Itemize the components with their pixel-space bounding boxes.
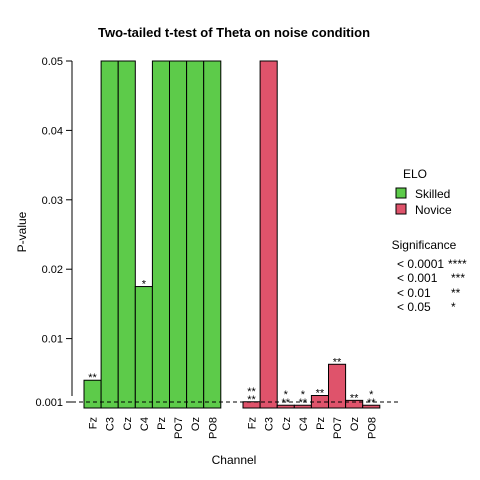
bar-skilled-c3 [100, 60, 119, 409]
x-tick-novice-fz: Fz [247, 417, 259, 429]
legend-title: ELO [403, 167, 427, 181]
star-label-novice-c4-0: * [301, 389, 306, 401]
y-tick-0-04: 0.04 [42, 125, 63, 137]
star-label-novice-po7: ** [333, 356, 342, 368]
bar-novice-c3 [259, 60, 278, 409]
bar-skilled-po7 [169, 60, 188, 409]
star-label-novice-fz-1: ** [247, 394, 256, 406]
y-tick-0-02: 0.02 [42, 264, 63, 276]
star-label-skilled-c4: * [142, 279, 147, 291]
legend-swatch-skilled [395, 187, 407, 199]
sig-stars-2: *** [451, 271, 465, 285]
star-label-novice-oz: ** [350, 392, 359, 404]
sig-stars-4: * [451, 300, 456, 314]
star-label-novice-fz-0: ** [247, 386, 256, 398]
star-label-skilled-fz: ** [88, 372, 97, 384]
bar-novice-po7 [328, 363, 347, 409]
significance-title: Significance [392, 238, 457, 252]
y-axis-label: P-value [15, 211, 29, 252]
x-tick-skilled-fz: Fz [88, 417, 100, 429]
y-tick-0-001: 0.001 [35, 397, 63, 409]
bar-novice-po8 [362, 404, 381, 409]
y-tick-0-01: 0.01 [42, 334, 63, 346]
x-tick-skilled-oz: Oz [190, 417, 202, 431]
x-tick-novice-oz: Oz [349, 417, 361, 431]
sig-threshold-1: < 0.0001 [397, 257, 444, 271]
legend: ELO Skilled Novice [395, 167, 452, 217]
star-label-novice-po8-1: ** [367, 397, 376, 409]
x-tick-novice-po7: PO7 [332, 417, 344, 439]
sig-stars-1: **** [448, 257, 467, 271]
legend-label-novice: Novice [415, 203, 452, 217]
star-label-novice-c4-1: ** [299, 397, 308, 409]
x-tick-novice-c3: C3 [264, 417, 276, 431]
x-tick-novice-c4: C4 [298, 417, 310, 431]
sig-threshold-4: < 0.05 [397, 300, 431, 314]
x-tick-skilled-cz: Cz [122, 417, 134, 430]
x-tick-skilled-c3: C3 [105, 417, 117, 431]
y-axis: 0.001 0.01 0.02 0.03 0.04 0.05 [35, 56, 73, 409]
y-tick-0-05: 0.05 [42, 56, 63, 68]
x-tick-novice-po8: PO8 [366, 417, 378, 439]
x-tick-skilled-pz: Pz [156, 417, 168, 430]
bars-layer [83, 60, 381, 409]
x-tick-skilled-po8: PO8 [207, 417, 219, 439]
x-tick-skilled-c4: C4 [139, 417, 151, 431]
star-label-novice-po8-0: * [369, 389, 374, 401]
significance-stars: ******* ************ *** [88, 279, 376, 410]
bar-novice-oz [345, 399, 364, 409]
legend-label-skilled: Skilled [415, 187, 450, 201]
significance-legend: Significance < 0.0001 **** < 0.001 *** <… [392, 238, 467, 314]
star-label-novice-pz: ** [316, 388, 325, 400]
star-label-novice-cz-1: ** [281, 397, 290, 409]
bar-skilled-po8 [203, 60, 222, 409]
sig-threshold-3: < 0.01 [397, 286, 431, 300]
star-label-novice-cz-0: * [284, 389, 289, 401]
legend-swatch-novice [395, 203, 407, 215]
x-tick-novice-pz: Pz [315, 417, 327, 430]
x-axis-label: Channel [212, 453, 257, 467]
sig-stars-3: ** [451, 286, 461, 300]
bar-skilled-oz [186, 60, 205, 409]
bar-skilled-cz [117, 60, 136, 409]
y-tick-0-03: 0.03 [42, 195, 63, 207]
x-tick-novice-cz: Cz [281, 417, 293, 430]
x-tick-skilled-po7: PO7 [173, 417, 185, 439]
bar-skilled-c4 [134, 286, 153, 409]
x-tick-labels: Fz C3 Cz C4 Pz PO7 Oz PO8 Fz C3 Cz C4 Pz PO7 Oz PO8 [88, 417, 379, 439]
bar-skilled-fz [83, 379, 102, 409]
sig-threshold-2: < 0.001 [397, 271, 438, 285]
chart-title: Two-tailed t-test of Theta on noise cond… [98, 25, 370, 40]
bar-skilled-pz [151, 60, 170, 409]
